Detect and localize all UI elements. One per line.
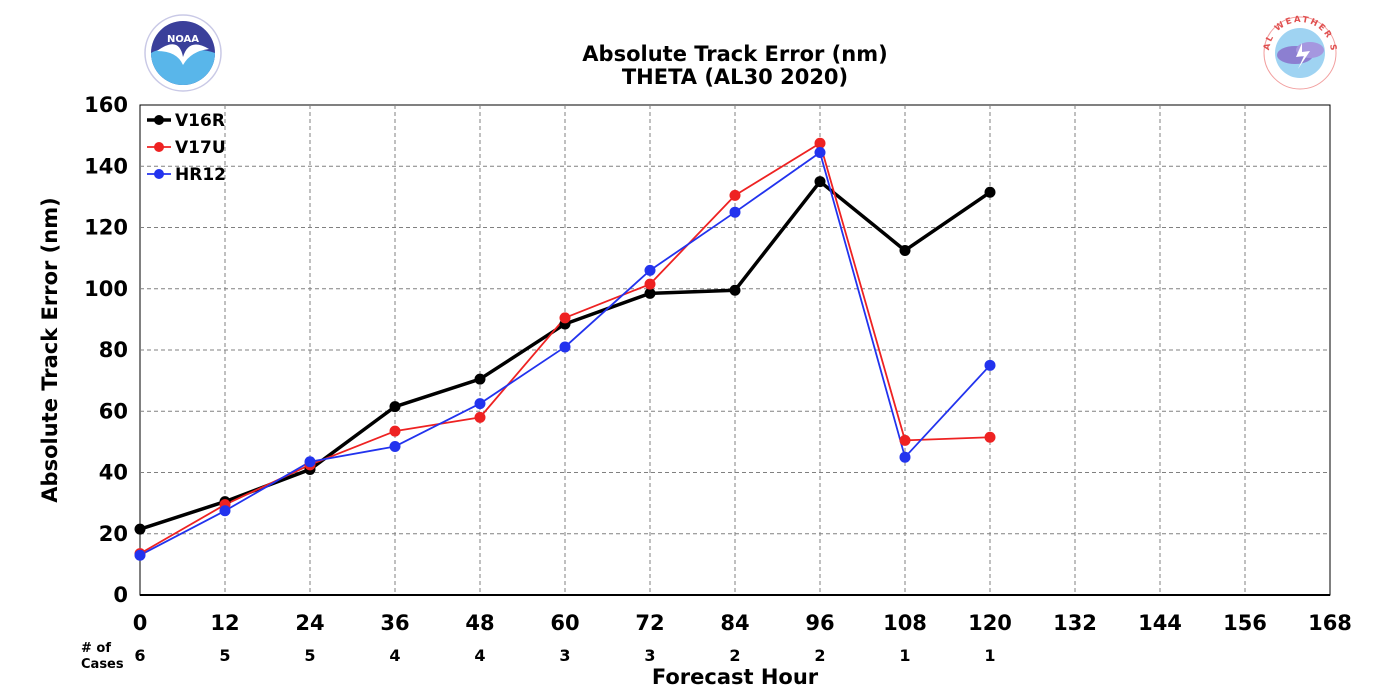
data-point-v17u: [644, 278, 656, 290]
data-point-v17u: [984, 431, 996, 443]
case-count: 4: [474, 646, 485, 665]
x-tick-label: 24: [295, 611, 324, 635]
case-count: 1: [984, 646, 995, 665]
data-point-v17u: [729, 189, 741, 201]
case-count: 1: [899, 646, 910, 665]
y-tick-label: 100: [84, 277, 128, 301]
x-axis-label: Forecast Hour: [652, 665, 819, 689]
data-point-hr12: [984, 359, 996, 371]
y-tick-label: 140: [84, 154, 128, 178]
x-tick-label: 72: [635, 611, 664, 635]
x-tick-label: 96: [805, 611, 834, 635]
noaa-logo-text: NOAA: [167, 34, 199, 45]
data-point-v16r: [474, 373, 486, 385]
x-tick-label: 108: [883, 611, 927, 635]
legend-marker-v16r: [154, 115, 164, 125]
case-count: 5: [219, 646, 230, 665]
x-tick-label: 0: [133, 611, 148, 635]
legend-marker-v17u: [154, 142, 164, 152]
data-point-hr12: [814, 146, 826, 158]
x-tick-label: 156: [1223, 611, 1267, 635]
data-point-v17u: [559, 312, 571, 324]
x-tick-label: 144: [1138, 611, 1182, 635]
data-point-v16r: [729, 284, 741, 296]
y-tick-label: 40: [99, 461, 128, 485]
data-point-hr12: [644, 264, 656, 276]
cases-header-line-1: # of: [81, 641, 111, 656]
data-point-v16r: [984, 186, 996, 198]
chart-title: Absolute Track Error (nm): [582, 42, 887, 66]
data-point-hr12: [304, 456, 316, 468]
case-count: 2: [729, 646, 740, 665]
y-tick-labels: 0 20 40 60 80 100 120 140 160: [84, 93, 128, 607]
y-tick-label: 0: [113, 583, 128, 607]
cases-row: 6 5 5 4 4 3 3 2 2 1 1: [134, 646, 995, 665]
y-tick-label: 60: [99, 399, 128, 423]
data-point-hr12: [559, 341, 571, 353]
case-count: 3: [559, 646, 570, 665]
case-count: 4: [389, 646, 400, 665]
y-tick-label: 160: [84, 93, 128, 117]
x-tick-label: 120: [968, 611, 1012, 635]
data-point-v16r: [389, 401, 401, 413]
x-tick-labels: 0 12 24 36 48 60 72 84 96 108 120 132 144 156 168: [133, 611, 1352, 635]
data-point-v16r: [899, 244, 911, 256]
y-tick-label: 80: [99, 338, 128, 362]
data-point-v17u: [814, 137, 826, 149]
y-tick-label: 20: [99, 522, 128, 546]
data-point-v17u: [474, 411, 486, 423]
series-group: [134, 137, 996, 561]
case-count: 2: [814, 646, 825, 665]
data-point-v17u: [389, 425, 401, 437]
case-count: 5: [304, 646, 315, 665]
case-count: 3: [644, 646, 655, 665]
data-point-v16r: [134, 523, 146, 535]
y-axis-label: Absolute Track Error (nm): [38, 197, 62, 502]
x-tick-label: 168: [1308, 611, 1352, 635]
data-point-hr12: [134, 549, 146, 561]
data-point-v16r: [814, 176, 826, 188]
data-point-hr12: [729, 206, 741, 218]
data-point-hr12: [474, 398, 486, 410]
x-tick-label: 12: [210, 611, 239, 635]
x-tick-label: 132: [1053, 611, 1097, 635]
x-tick-label: 60: [550, 611, 579, 635]
x-tick-label: 84: [720, 611, 749, 635]
legend-label-v16r: V16R: [175, 111, 225, 131]
legend-label-v17u: V17U: [175, 138, 226, 158]
data-point-hr12: [899, 451, 911, 463]
data-point-v17u: [899, 434, 911, 446]
legend-label-hr12: HR12: [175, 165, 226, 185]
chart-subtitle: THETA (AL30 2020): [622, 65, 848, 89]
x-tick-label: 48: [465, 611, 494, 635]
data-point-hr12: [219, 505, 231, 517]
nws-logo: NATIONAL WEATHER SERVICE: [1262, 15, 1337, 90]
y-tick-label: 120: [84, 216, 128, 240]
noaa-logo: NOAA: [144, 14, 222, 92]
legend: V16R V17U HR12: [147, 111, 226, 185]
data-point-v16r: [644, 287, 656, 299]
data-point-hr12: [389, 440, 401, 452]
cases-header-line-2: Cases: [81, 657, 124, 672]
x-tick-label: 36: [380, 611, 409, 635]
case-count: 6: [134, 646, 145, 665]
legend-marker-hr12: [154, 169, 164, 179]
